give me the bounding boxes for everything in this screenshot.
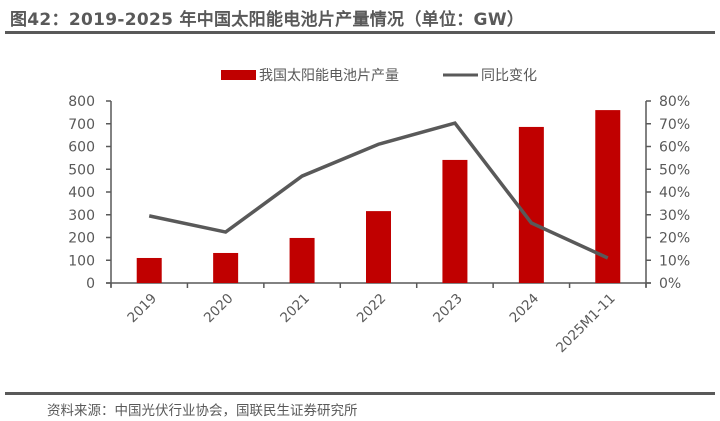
left-tick-label: 500 [68, 162, 95, 178]
bar-series [136, 110, 621, 283]
category-label: 2022 [354, 291, 390, 327]
left-tick-label: 200 [68, 231, 95, 247]
bar-2023 [442, 159, 468, 283]
category-label: 2021 [277, 291, 313, 327]
left-tick-label: 600 [68, 140, 95, 156]
legend-bar-label: 我国太阳能电池片产量 [259, 68, 399, 84]
left-tick-label: 0 [86, 276, 95, 292]
right-y-axis: 0% 10% 20% 30% 40% 50% 60% 70% 80% [645, 94, 690, 292]
legend-bar-swatch [221, 70, 256, 80]
left-tick-label: 800 [68, 94, 95, 110]
yoy-line [148, 121, 609, 260]
left-tick-label: 100 [68, 253, 95, 269]
right-tick-label: 20% [659, 231, 690, 247]
bar-2021 [289, 237, 315, 283]
left-y-axis: 0 100 200 300 400 500 600 700 800 [68, 94, 112, 292]
category-label: 2025M1-11 [553, 291, 619, 357]
legend-line-label: 同比变化 [481, 68, 537, 84]
bar-2019 [136, 257, 162, 283]
right-tick-label: 10% [659, 253, 690, 269]
right-tick-label: 40% [659, 185, 690, 201]
category-label: 2019 [124, 291, 160, 327]
footer-divider [5, 392, 715, 395]
right-tick-label: 60% [659, 140, 690, 156]
left-tick-label: 700 [68, 117, 95, 133]
chart-legend: 我国太阳能电池片产量 同比变化 [221, 68, 537, 84]
figure-title: 图42：2019-2025 年中国太阳能电池片产量情况（单位：GW） [10, 10, 525, 30]
right-tick-label: 0% [659, 276, 681, 292]
source-note: 资料来源：中国光伏行业协会，国联民生证券研究所 [47, 403, 358, 419]
right-tick-label: 80% [659, 94, 690, 110]
right-tick-label: 30% [659, 208, 690, 224]
right-tick-label: 50% [659, 162, 690, 178]
left-tick-label: 300 [68, 208, 95, 224]
title-divider [5, 31, 715, 34]
left-tick-label: 400 [68, 185, 95, 201]
bar-2020 [213, 252, 239, 283]
bar-2022 [366, 211, 391, 283]
line-series [148, 121, 609, 260]
category-label: 2023 [430, 291, 466, 327]
category-label: 2020 [201, 291, 237, 327]
bar-2024 [518, 126, 544, 283]
x-axis: 2019 2020 2021 2022 2023 2024 2025M1-11 [106, 282, 651, 357]
right-tick-label: 70% [659, 117, 690, 133]
category-label: 2024 [507, 291, 543, 327]
